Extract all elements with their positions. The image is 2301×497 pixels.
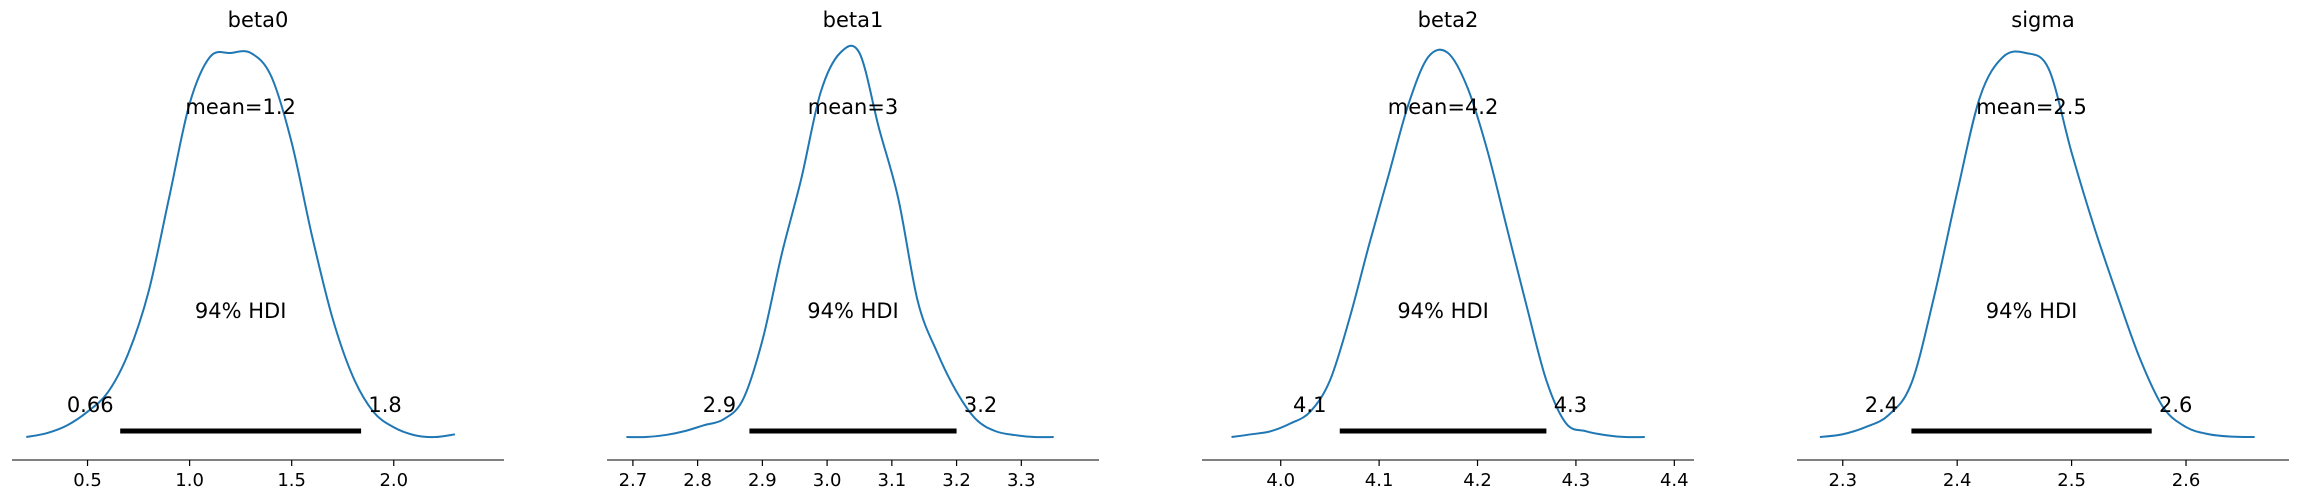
x-tick-label: 1.0 (175, 470, 204, 491)
hdi-label: 94% HDI (807, 299, 899, 323)
x-tick-label: 2.4 (1943, 470, 1972, 491)
x-tick-label: 3.0 (813, 470, 842, 491)
x-tick-label: 1.5 (277, 470, 306, 491)
hdi-upper-label: 3.2 (964, 393, 997, 417)
x-tick-label: 2.5 (2057, 470, 2086, 491)
x-tick-label: 0.5 (73, 470, 102, 491)
x-tick-label: 2.6 (2172, 470, 2201, 491)
x-tick-label: 4.1 (1365, 470, 1394, 491)
mean-label: mean=2.5 (1976, 95, 2087, 119)
mean-label: mean=4.2 (1388, 95, 1499, 119)
mean-label: mean=1.2 (185, 95, 296, 119)
hdi-lower-label: 0.66 (67, 393, 114, 417)
panel-title: beta2 (1418, 8, 1479, 32)
x-tick-label: 2.7 (619, 470, 648, 491)
hdi-upper-label: 4.3 (1554, 393, 1587, 417)
x-tick-label: 3.3 (1007, 470, 1036, 491)
hdi-upper-label: 1.8 (368, 393, 401, 417)
hdi-label: 94% HDI (195, 299, 287, 323)
x-tick-label: 2.3 (1828, 470, 1857, 491)
x-tick-label: 4.3 (1562, 470, 1591, 491)
density-curve (1819, 50, 2255, 439)
panel-title: beta0 (228, 8, 289, 32)
density-curve (626, 44, 1054, 439)
hdi-label: 94% HDI (1397, 299, 1489, 323)
panel-title: beta1 (823, 8, 884, 32)
hdi-label: 94% HDI (1986, 299, 2078, 323)
x-tick-label: 3.1 (878, 470, 907, 491)
x-tick-label: 4.4 (1660, 470, 1689, 491)
posterior-panel-beta2: beta2 4.0 4.1 4.2 4.3 4.4 mean=4.2 94% HDI 4.1 4.… (1202, 8, 1694, 491)
x-tick-label: 2.0 (379, 470, 408, 491)
mean-label: mean=3 (808, 95, 899, 119)
x-tick-label: 4.2 (1463, 470, 1492, 491)
x-tick-label: 3.2 (942, 470, 971, 491)
posterior-panel-beta1: beta1 2.7 2.8 2.9 3.0 3.1 3.2 3.3 mean=3 94% HDI 2… (607, 8, 1099, 491)
hdi-upper-label: 2.6 (2159, 393, 2192, 417)
hdi-lower-label: 2.9 (703, 393, 736, 417)
x-tick-label: 2.8 (683, 470, 712, 491)
posterior-panel-beta0: beta0 0.5 1.0 1.5 2.0 mean=1.2 94% HDI 0.66 1.8 (12, 8, 504, 491)
density-curve (26, 50, 456, 439)
posterior-panel-sigma: sigma 2.3 2.4 2.5 2.6 mean=2.5 94% HDI 2.4 2.6 (1797, 8, 2289, 491)
density-curve (1231, 48, 1645, 439)
panel-title: sigma (2011, 8, 2074, 32)
hdi-lower-label: 2.4 (1865, 393, 1898, 417)
x-tick-label: 4.0 (1266, 470, 1295, 491)
x-tick-label: 2.9 (748, 470, 777, 491)
hdi-lower-label: 4.1 (1293, 393, 1326, 417)
